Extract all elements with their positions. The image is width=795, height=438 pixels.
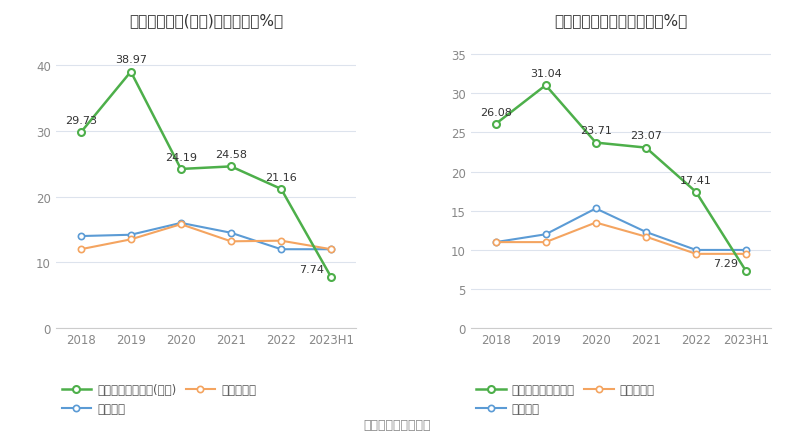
公司投入资本回报率 [691, 190, 700, 195]
Text: 7.29: 7.29 [714, 258, 739, 268]
Line: 公司投入资本回报率: 公司投入资本回报率 [492, 82, 750, 275]
公司净资产收益率(加权) [76, 131, 86, 136]
Text: 23.07: 23.07 [630, 131, 661, 141]
Text: 7.74: 7.74 [299, 264, 324, 274]
行业中位数 [491, 240, 500, 245]
行业中位数 [176, 222, 186, 227]
公司投入资本回报率 [641, 145, 650, 151]
行业中位数 [641, 234, 650, 240]
行业中位数 [691, 252, 700, 257]
行业均值 [691, 248, 700, 253]
Text: 38.97: 38.97 [114, 55, 147, 65]
Line: 行业均值: 行业均值 [492, 206, 749, 254]
Text: 24.19: 24.19 [165, 152, 197, 162]
公司投入资本回报率 [491, 122, 500, 127]
行业中位数 [591, 220, 600, 226]
公司净资产收益率(加权) [327, 275, 336, 280]
行业中位数 [126, 237, 136, 243]
Text: 21.16: 21.16 [266, 172, 297, 182]
行业均值 [741, 248, 750, 253]
行业中位数 [76, 247, 86, 252]
公司净资产收益率(加权) [227, 164, 236, 170]
Legend: 公司投入资本回报率, 行业均值, 行业中位数: 公司投入资本回报率, 行业均值, 行业中位数 [476, 384, 655, 415]
Title: 净资产收益率(加权)历年情况（%）: 净资产收益率(加权)历年情况（%） [129, 14, 283, 28]
行业中位数 [227, 239, 236, 244]
Text: 31.04: 31.04 [529, 69, 561, 79]
行业均值 [76, 234, 86, 239]
公司净资产收益率(加权) [277, 187, 286, 192]
Legend: 公司净资产收益率(加权), 行业均值, 行业中位数: 公司净资产收益率(加权), 行业均值, 行业中位数 [61, 384, 256, 415]
Text: 23.71: 23.71 [580, 126, 611, 136]
行业均值 [327, 247, 336, 252]
公司净资产收益率(加权) [126, 70, 136, 75]
行业中位数 [277, 238, 286, 244]
Text: 26.08: 26.08 [479, 108, 511, 117]
行业均值 [591, 206, 600, 212]
行业均值 [641, 230, 650, 235]
Line: 行业均值: 行业均值 [78, 220, 335, 253]
行业均值 [277, 247, 286, 252]
公司投入资本回报率 [591, 141, 600, 146]
Line: 行业中位数: 行业中位数 [492, 220, 749, 258]
公司净资产收益率(加权) [176, 167, 186, 172]
公司投入资本回报率 [541, 83, 550, 88]
行业中位数 [541, 240, 550, 245]
行业均值 [126, 233, 136, 238]
行业均值 [227, 230, 236, 236]
行业中位数 [741, 252, 750, 257]
Text: 17.41: 17.41 [680, 175, 712, 185]
行业均值 [491, 240, 500, 245]
Text: 数据来源：恒生聚源: 数据来源：恒生聚源 [364, 418, 431, 431]
Text: 29.73: 29.73 [64, 116, 97, 126]
Title: 投入资本回报率历年情况（%）: 投入资本回报率历年情况（%） [554, 14, 688, 28]
行业均值 [541, 232, 550, 237]
行业均值 [176, 221, 186, 226]
行业中位数 [327, 247, 336, 252]
Text: 24.58: 24.58 [215, 150, 247, 160]
公司投入资本回报率 [741, 269, 750, 274]
Line: 公司净资产收益率(加权): 公司净资产收益率(加权) [77, 69, 335, 281]
Line: 行业中位数: 行业中位数 [78, 222, 335, 253]
